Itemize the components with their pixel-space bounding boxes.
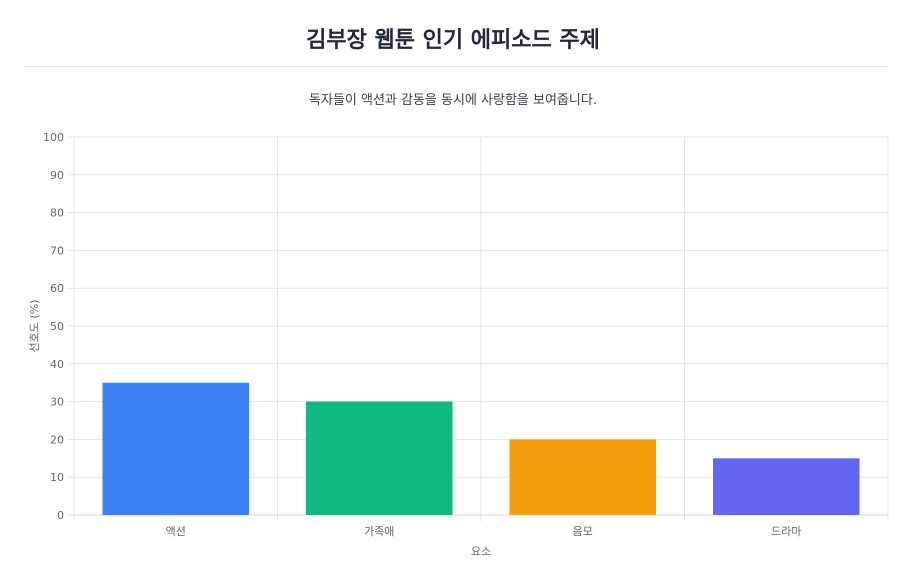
y-tick-label: 50 xyxy=(50,320,64,333)
x-tick-label: 액션 xyxy=(166,525,186,538)
y-tick-label: 10 xyxy=(50,471,64,484)
chart-title: 김부장 웹툰 인기 에피소드 주제 xyxy=(306,28,600,53)
bar-2[interactable] xyxy=(509,439,657,515)
x-tick-label: 가족애 xyxy=(364,525,394,538)
y-tick-label: 80 xyxy=(50,207,64,220)
bar-1[interactable] xyxy=(305,401,453,515)
x-tick-label: 드라마 xyxy=(771,525,801,538)
bar-0[interactable] xyxy=(102,382,250,515)
y-tick-label: 60 xyxy=(50,282,64,295)
x-axis-title: 요소 xyxy=(471,545,491,558)
y-tick-label: 20 xyxy=(50,433,64,446)
title-divider xyxy=(24,66,888,67)
x-tick-labels: 액션 가족애 음모 드라마 xyxy=(166,525,802,538)
y-tick-label: 0 xyxy=(57,509,64,522)
y-axis-title: 선호도 (%) xyxy=(28,300,41,353)
y-tick-label: 70 xyxy=(50,244,64,257)
y-tick-label: 40 xyxy=(50,358,64,371)
y-tick-labels: 0 10 20 30 40 50 60 70 80 90 100 xyxy=(43,131,64,522)
bar-3[interactable] xyxy=(712,458,860,515)
y-tick-label: 100 xyxy=(43,131,64,144)
y-tick-label: 30 xyxy=(50,396,64,409)
x-tick-label: 음모 xyxy=(573,525,593,538)
bars xyxy=(102,382,860,515)
chart-subtitle: 독자들이 액션과 감동을 동시에 사랑함을 보여줍니다. xyxy=(309,93,597,108)
y-tick-label: 90 xyxy=(50,169,64,182)
